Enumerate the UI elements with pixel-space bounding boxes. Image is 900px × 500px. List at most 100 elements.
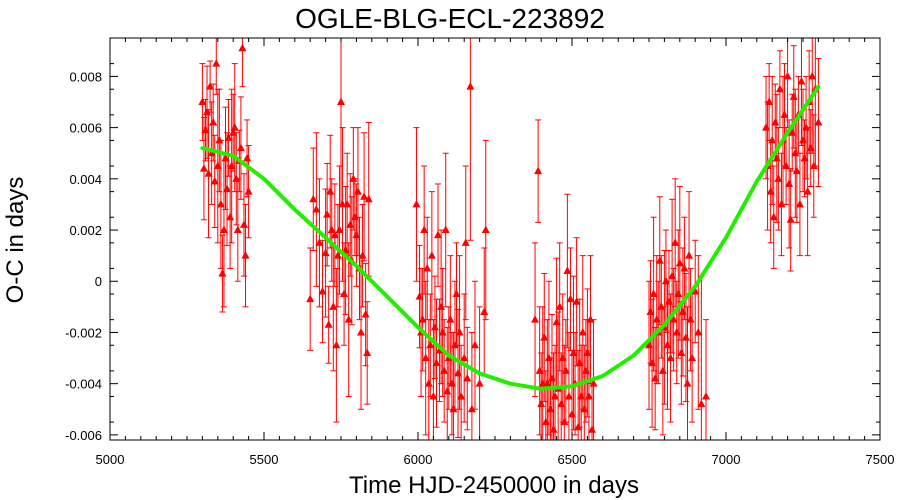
- data-point: [337, 97, 345, 106]
- y-tick-label: -0.004: [65, 377, 102, 392]
- data-point: [535, 366, 544, 374]
- data-point: [198, 97, 207, 106]
- data-point: [541, 417, 550, 426]
- data-point: [564, 391, 573, 400]
- data-point: [209, 117, 218, 126]
- data-point: [584, 391, 593, 400]
- data-point: [204, 169, 213, 177]
- data-point: [766, 187, 775, 195]
- y-axis-label: O-C in days: [2, 177, 29, 304]
- data-point: [364, 194, 373, 203]
- data-point: [568, 409, 576, 418]
- data-point: [788, 128, 797, 136]
- data-point: [427, 251, 436, 259]
- data-point: [651, 374, 660, 382]
- data-point: [430, 322, 439, 331]
- data-point: [588, 425, 597, 433]
- data-point: [681, 333, 690, 341]
- data-point: [547, 374, 556, 382]
- data-point: [578, 327, 587, 336]
- data-point: [771, 117, 780, 126]
- data-point: [460, 353, 469, 362]
- data-point: [438, 327, 447, 336]
- data-point: [332, 340, 341, 349]
- data-point: [326, 187, 335, 195]
- data-point: [561, 366, 570, 374]
- y-tick-label: 0.008: [69, 69, 102, 84]
- data-point: [227, 161, 236, 170]
- data-point: [768, 135, 777, 144]
- data-point: [697, 399, 706, 408]
- data-point: [446, 315, 455, 323]
- data-point: [412, 199, 421, 208]
- data-point: [343, 199, 352, 208]
- data-point: [799, 135, 807, 144]
- data-point: [782, 161, 791, 170]
- data-point: [777, 199, 786, 208]
- data-point: [475, 379, 484, 387]
- data-point: [551, 391, 560, 400]
- data-point: [212, 59, 221, 67]
- data-point: [677, 348, 686, 356]
- data-point: [563, 266, 572, 275]
- data-point: [350, 212, 359, 221]
- data-point: [583, 348, 592, 356]
- data-point: [555, 302, 564, 310]
- data-point: [447, 379, 456, 387]
- data-point: [455, 327, 464, 336]
- data-point: [434, 230, 443, 239]
- data-point: [668, 271, 677, 280]
- x-axis-label: Time HJD-2450000 in days: [349, 472, 639, 499]
- data-point: [223, 184, 232, 193]
- data-point: [803, 187, 812, 195]
- y-tick-label: -0.006: [65, 428, 102, 443]
- x-tick-label: 6000: [404, 452, 433, 467]
- data-point: [665, 297, 674, 305]
- data-point: [685, 251, 694, 259]
- y-axis: -0.006 -0.004 -0.002 0 0.002 0.004 0.006 0.008: [65, 63, 880, 443]
- data-point: [312, 205, 321, 213]
- data-point: [480, 307, 489, 315]
- data-point: [800, 153, 809, 162]
- data-point: [772, 153, 781, 162]
- data-point: [421, 353, 430, 362]
- y-tick-label: -0.002: [65, 325, 102, 340]
- data-point: [330, 230, 339, 239]
- data-point: [658, 366, 667, 374]
- data-point: [806, 143, 815, 152]
- data-point: [672, 327, 681, 336]
- data-point: [785, 179, 794, 187]
- data-point: [789, 92, 798, 100]
- data-point: [688, 353, 697, 362]
- data-point: [701, 391, 710, 400]
- data-point: [226, 212, 235, 221]
- data-point: [449, 404, 458, 413]
- data-point: [774, 174, 783, 182]
- data-point: [329, 302, 338, 310]
- data-point: [544, 353, 553, 362]
- data-point: [566, 294, 575, 303]
- data-point: [652, 315, 661, 323]
- data-point: [791, 148, 800, 157]
- data-point: [671, 238, 680, 246]
- data-point: [470, 340, 479, 349]
- data-point: [238, 43, 247, 52]
- data-point: [213, 161, 222, 170]
- data-point: [661, 276, 670, 285]
- data-point: [239, 220, 248, 228]
- data-point: [201, 125, 210, 134]
- data-point: [344, 315, 353, 323]
- data-point: [206, 82, 215, 90]
- data-point: [663, 340, 672, 349]
- x-tick-label: 7000: [712, 452, 741, 467]
- data-point: [686, 315, 695, 323]
- data-point: [243, 153, 252, 162]
- data-point: [809, 161, 818, 170]
- data-point: [534, 166, 543, 175]
- data-point: [335, 225, 344, 234]
- data-point: [814, 117, 823, 126]
- data-point: [324, 320, 333, 328]
- data-point: [432, 358, 441, 367]
- data-point: [645, 340, 653, 349]
